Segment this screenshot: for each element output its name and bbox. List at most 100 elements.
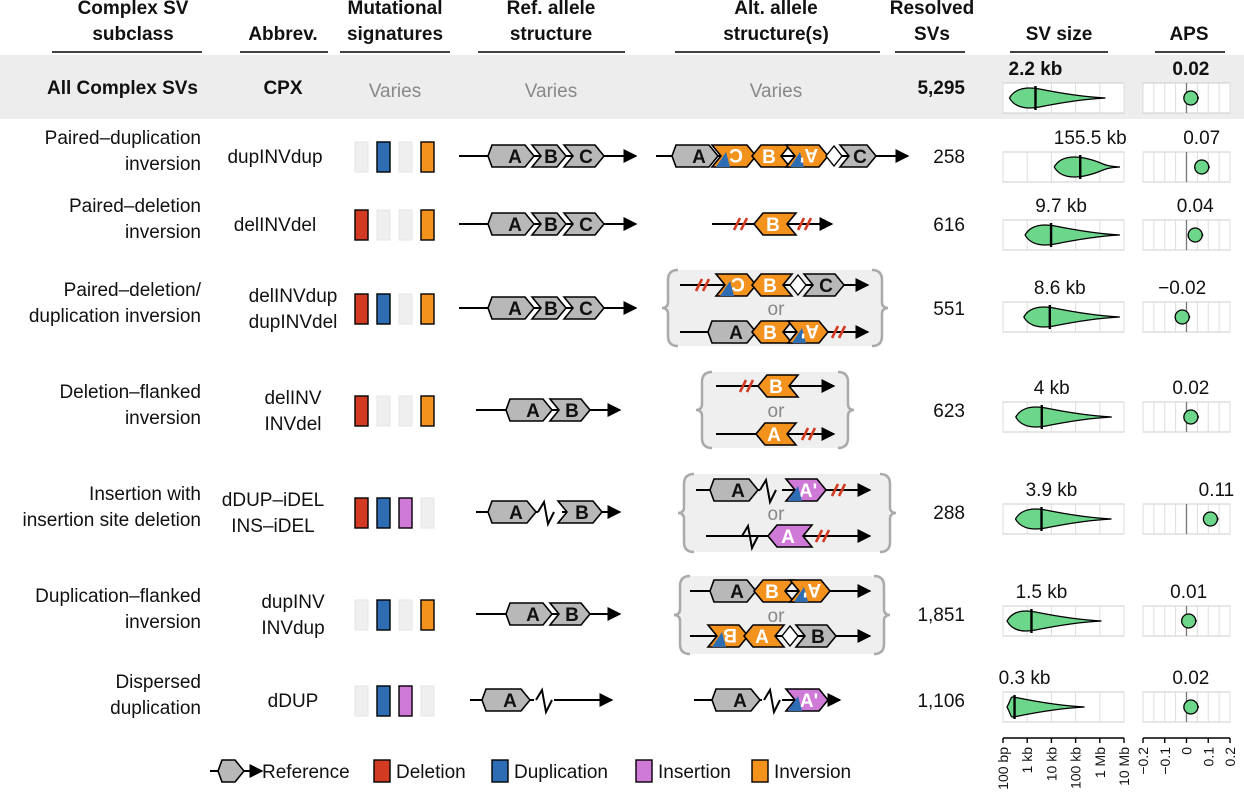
aps-point [1194, 159, 1210, 175]
dup-wedge [794, 587, 808, 602]
segment-label: B [544, 215, 558, 236]
segment-label: A [508, 215, 522, 236]
segment-label: B [811, 627, 825, 648]
row-1: Paired–deletion inversion delINVdel 616 [69, 196, 965, 243]
segment-label: B [765, 582, 779, 603]
segment-label: A [692, 147, 706, 168]
dup-wedge [716, 152, 730, 167]
row-2: Paired–deletion/duplication inversion del… [29, 280, 965, 333]
zigzag [535, 687, 553, 716]
aps-panel--1: 0.02 [1142, 59, 1231, 114]
segment [556, 500, 604, 524]
size-panel-5: 1.5 kb [1002, 582, 1125, 637]
size-panel-0: 155.5 kb [1002, 128, 1127, 183]
dup-wedge [788, 486, 802, 501]
row-abbrev: dupINV [261, 592, 325, 613]
segment [505, 398, 554, 422]
row-4: Insertion with insertion site deletion dDU… [23, 484, 966, 537]
segment-label: C [819, 276, 833, 297]
dup-wedge [712, 632, 726, 647]
segment [487, 144, 536, 168]
segment-label: A [526, 605, 540, 626]
row-3: Deletion–flanked inversion delINV INVdel 623 [59, 382, 965, 435]
signature-empty [420, 497, 435, 529]
signature-empty [354, 685, 369, 717]
header-line: structure [510, 24, 592, 45]
aps-panel-3: 0.02 [1142, 378, 1231, 433]
size-label: 3.9 kb [1026, 480, 1078, 501]
or-label: or [768, 401, 786, 422]
segment-label: A [729, 323, 743, 344]
segment [487, 296, 536, 320]
segment-label: C [579, 147, 593, 168]
aps-point [1181, 613, 1197, 629]
deletion-mark [800, 427, 817, 441]
aps-label: 0.02 [1172, 668, 1209, 689]
right-brace [873, 574, 891, 656]
row-subclass: duplication inversion [29, 306, 201, 327]
size-panel-4: 3.9 kb [1002, 480, 1125, 535]
header-line: Complex SV [78, 0, 189, 19]
segment [754, 422, 798, 446]
signature-duplication [376, 497, 391, 529]
size-violin [1023, 306, 1120, 328]
right-brace [879, 472, 897, 554]
segment-label: A [731, 481, 745, 502]
size-label: 1.5 kb [1016, 582, 1068, 603]
all-row-alt: Varies [750, 81, 802, 102]
header-1: Abbrev. [240, 24, 328, 53]
all-row-ref: Varies [525, 81, 577, 102]
alt-structure-4: A A'orA [677, 472, 897, 554]
signature-duplication [376, 685, 391, 717]
segment-label: A' [800, 691, 818, 712]
size-panel-2: 8.6 kb [1002, 278, 1125, 333]
segment-label: B [544, 147, 558, 168]
segment-label: B [544, 299, 558, 320]
header-line: SVs [914, 24, 950, 45]
aps-label: −0.02 [1158, 278, 1206, 299]
row-abbrev: dupINVdel [249, 312, 338, 333]
size-label: 2.2 kb [1009, 59, 1063, 80]
size-label: 155.5 kb [1054, 128, 1127, 149]
segment-label: B [763, 323, 777, 344]
segment [766, 524, 814, 548]
size-label: 8.6 kb [1034, 278, 1086, 299]
segment [217, 759, 246, 783]
deletion-mark [796, 217, 813, 231]
row-subclass: inversion [125, 612, 201, 633]
legend: Reference Deletion Duplication Insertion Inv… [210, 759, 851, 783]
aps-label: 0.07 [1183, 128, 1220, 149]
signature-insertion [398, 497, 413, 529]
signature-empty [398, 141, 413, 173]
aps-panel-5: 0.01 [1142, 582, 1231, 637]
segment-label: C [579, 299, 593, 320]
segment [750, 273, 794, 297]
row-subclass: Paired–duplication [45, 128, 201, 149]
segment-label: C [579, 215, 593, 236]
segment-label: A [730, 582, 744, 603]
signature-duplication [376, 293, 391, 325]
dup-wedge [792, 328, 806, 343]
row-subclass: Dispersed [115, 672, 201, 693]
segment-label: A' [800, 144, 818, 165]
or-label: or [768, 606, 786, 627]
alt-structure-6: A A' [694, 686, 842, 716]
segment-label: B [575, 503, 589, 524]
legend-swatch [635, 759, 653, 783]
segment [548, 602, 592, 626]
header-line: Resolved [890, 0, 974, 19]
row-abbrev: dupINVdup [227, 147, 322, 168]
row-resolved: 1,851 [917, 605, 965, 626]
signature-empty [354, 141, 369, 173]
legend-label: Reference [262, 762, 350, 783]
row-resolved: 616 [933, 215, 965, 236]
alt-structure-3: Bor A [695, 370, 855, 450]
size-label: 4 kb [1034, 378, 1070, 399]
segment-label: A' [801, 320, 819, 341]
alt-structure-1: B [712, 212, 834, 236]
segment [794, 624, 838, 648]
segment-label: A [508, 147, 522, 168]
legend-swatch [751, 759, 769, 783]
aps-point [1183, 699, 1199, 715]
